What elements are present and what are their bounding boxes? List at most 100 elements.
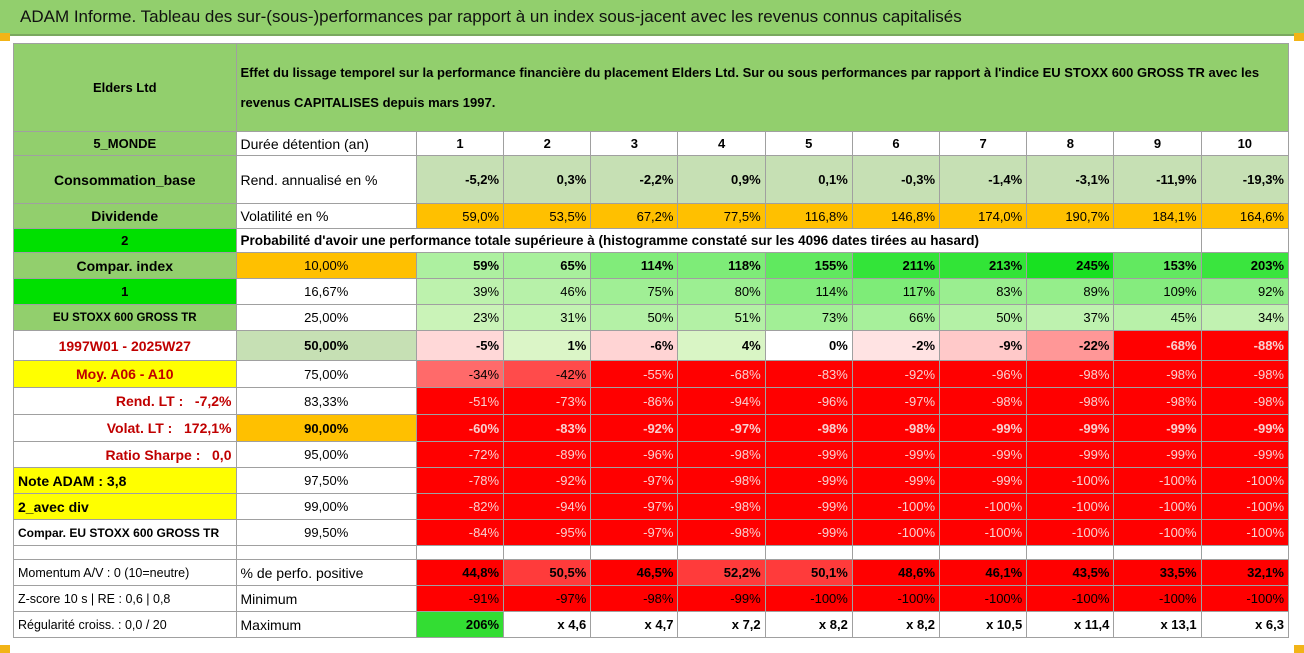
vol-label: Volatilité en % (235, 203, 417, 229)
prob-value-cell: -5% (415, 330, 505, 361)
prob-value-cell: -99% (764, 467, 853, 494)
stat-label: % de perfo. positive (235, 559, 417, 586)
prob-row: Note ADAM : 3,8 97,50% -78% -92% -97% -98% -99… (13, 467, 1290, 494)
prob-value-cell: -96% (590, 441, 679, 468)
year-cell: 4 (677, 131, 766, 156)
stat-value-cell: 48,6% (851, 559, 941, 586)
index-name: EU STOXX 600 GROSS TR (13, 304, 237, 331)
prob-value-cell: -83% (503, 414, 592, 442)
prob-value-cell: 109% (1113, 278, 1202, 305)
rend-cell: -11,9% (1113, 155, 1202, 204)
prob-value-cell: 37% (1026, 304, 1115, 331)
prob-value-cell: -100% (1113, 519, 1202, 546)
prob-value-cell: -84% (415, 519, 505, 546)
prob-value-cell: -82% (415, 493, 505, 520)
prob-value-cell: -96% (939, 360, 1028, 388)
prob-value-cell: -98% (1113, 360, 1202, 388)
prob-value-cell: -97% (590, 493, 679, 520)
stat-value-cell: 33,5% (1113, 559, 1202, 586)
prob-value-cell: -100% (1200, 493, 1290, 520)
prob-value-cell: 0% (764, 330, 853, 361)
vol-cell: 116,8% (764, 203, 853, 229)
prob-value-cell: 245% (1026, 252, 1115, 279)
prob-value-cell: -2% (851, 330, 941, 361)
selector-2[interactable]: 1 (13, 278, 237, 305)
corner-mark (0, 645, 10, 653)
description: Effet du lissage temporel sur la perform… (235, 43, 1289, 132)
stat-value-cell: -98% (590, 585, 679, 612)
stat-value-cell: x 8,2 (851, 611, 941, 638)
prob-value-cell: -99% (1026, 441, 1115, 468)
prob-value-cell: -83% (764, 360, 853, 388)
prob-value-cell: -98% (1113, 387, 1202, 415)
prob-value-cell: 75% (590, 278, 679, 305)
stat-value-cell: 44,8% (415, 559, 505, 586)
prob-value-cell: -68% (1113, 330, 1202, 361)
vol-cell: 146,8% (851, 203, 941, 229)
report-title: ADAM Informe. Tableau des sur-(sous-)per… (0, 0, 1304, 36)
prob-row: 2_avec div 99,00% -82% -94% -97% -98% -99% -100… (13, 493, 1290, 520)
prob-value-cell: -98% (1026, 360, 1115, 388)
performance-table: Elders Ltd Effet du lissage temporel sur… (13, 43, 1290, 638)
prob-value-cell: 213% (939, 252, 1028, 279)
prob-value-cell: -100% (1113, 467, 1202, 494)
stat-value-cell: 46,5% (590, 559, 679, 586)
prob-value-cell: -72% (415, 441, 505, 468)
prob-value-cell: -99% (851, 441, 941, 468)
prob-value-cell: 80% (677, 278, 766, 305)
prob-value-cell: -92% (590, 414, 679, 442)
prob-value-cell: -100% (939, 493, 1028, 520)
stat-value-cell: -100% (939, 585, 1028, 612)
stat-row: Régularité croiss. : 0,0 / 20 Maximum 206%… (13, 611, 1290, 638)
rend-cell: -19,3% (1200, 155, 1290, 204)
prob-value-cell: 50% (939, 304, 1028, 331)
prob-value-cell: -98% (939, 387, 1028, 415)
stat-value-cell: x 13,1 (1113, 611, 1202, 638)
stat-value-cell: -97% (503, 585, 592, 612)
rend-cell: 0,9% (677, 155, 766, 204)
prob-value-cell: -95% (503, 519, 592, 546)
prob-value-cell: -68% (677, 360, 766, 388)
prob-value-cell: -97% (590, 467, 679, 494)
prob-value-cell: -60% (415, 414, 505, 442)
spacer-row (13, 545, 1290, 560)
selector-1[interactable]: 2 (13, 228, 237, 253)
prob-value-cell: -98% (1026, 387, 1115, 415)
stat-value-cell: -99% (677, 585, 766, 612)
stat-row: Momentum A/V : 0 (10=neutre)% de perfo. … (13, 559, 1290, 586)
stat-value-cell: x 4,7 (590, 611, 679, 638)
prob-value-cell: -100% (1026, 493, 1115, 520)
stat-row: Z-score 10 s | RE : 0,6 | 0,8 Minimum -91%… (13, 585, 1290, 612)
prob-value-cell: 34% (1200, 304, 1290, 331)
rend-cell: -5,2% (415, 155, 505, 204)
rend-cell: 0,3% (503, 155, 592, 204)
stat-value-cell: x 4,6 (503, 611, 592, 638)
probability-level: 97,50% (235, 467, 417, 494)
prob-row: Rend. LT : -7,2% 83,33% -51% -73% -86% -94% -9… (13, 387, 1290, 415)
prob-value-cell: 73% (764, 304, 853, 331)
income-type-cell: Dividende (13, 203, 237, 229)
prob-value-cell: -100% (1026, 519, 1115, 546)
stat-value-cell: 50,1% (764, 559, 853, 586)
stat-value-cell: -91% (415, 585, 505, 612)
vol-cell: 164,6% (1200, 203, 1290, 229)
prob-value-cell: -55% (590, 360, 679, 388)
prob-value-cell: 211% (851, 252, 941, 279)
probability-level: 16,67% (235, 278, 417, 305)
prob-row: Compar. index 10,00% 59% 65% 114% 118% 155% 211… (13, 252, 1290, 279)
header-label: Durée détention (an) (235, 131, 417, 156)
year-cell: 3 (590, 131, 679, 156)
prob-value-cell: -98% (677, 493, 766, 520)
prob-value-cell: 114% (764, 278, 853, 305)
prob-value-cell: 118% (677, 252, 766, 279)
prob-row: 1 16,67% 39% 46% 75% 80% 114% 117% 83% 89% 109% 92% (13, 278, 1290, 305)
prob-value-cell: 117% (851, 278, 941, 305)
year-cell: 9 (1113, 131, 1202, 156)
prob-value-cell: -6% (590, 330, 679, 361)
prob-value-cell: -98% (764, 414, 853, 442)
prob-value-cell: 59% (415, 252, 505, 279)
prob-value-cell: -100% (1200, 519, 1290, 546)
year-cell: 5 (764, 131, 853, 156)
prob-value-cell: -92% (851, 360, 941, 388)
prob-value-cell: -100% (1113, 493, 1202, 520)
